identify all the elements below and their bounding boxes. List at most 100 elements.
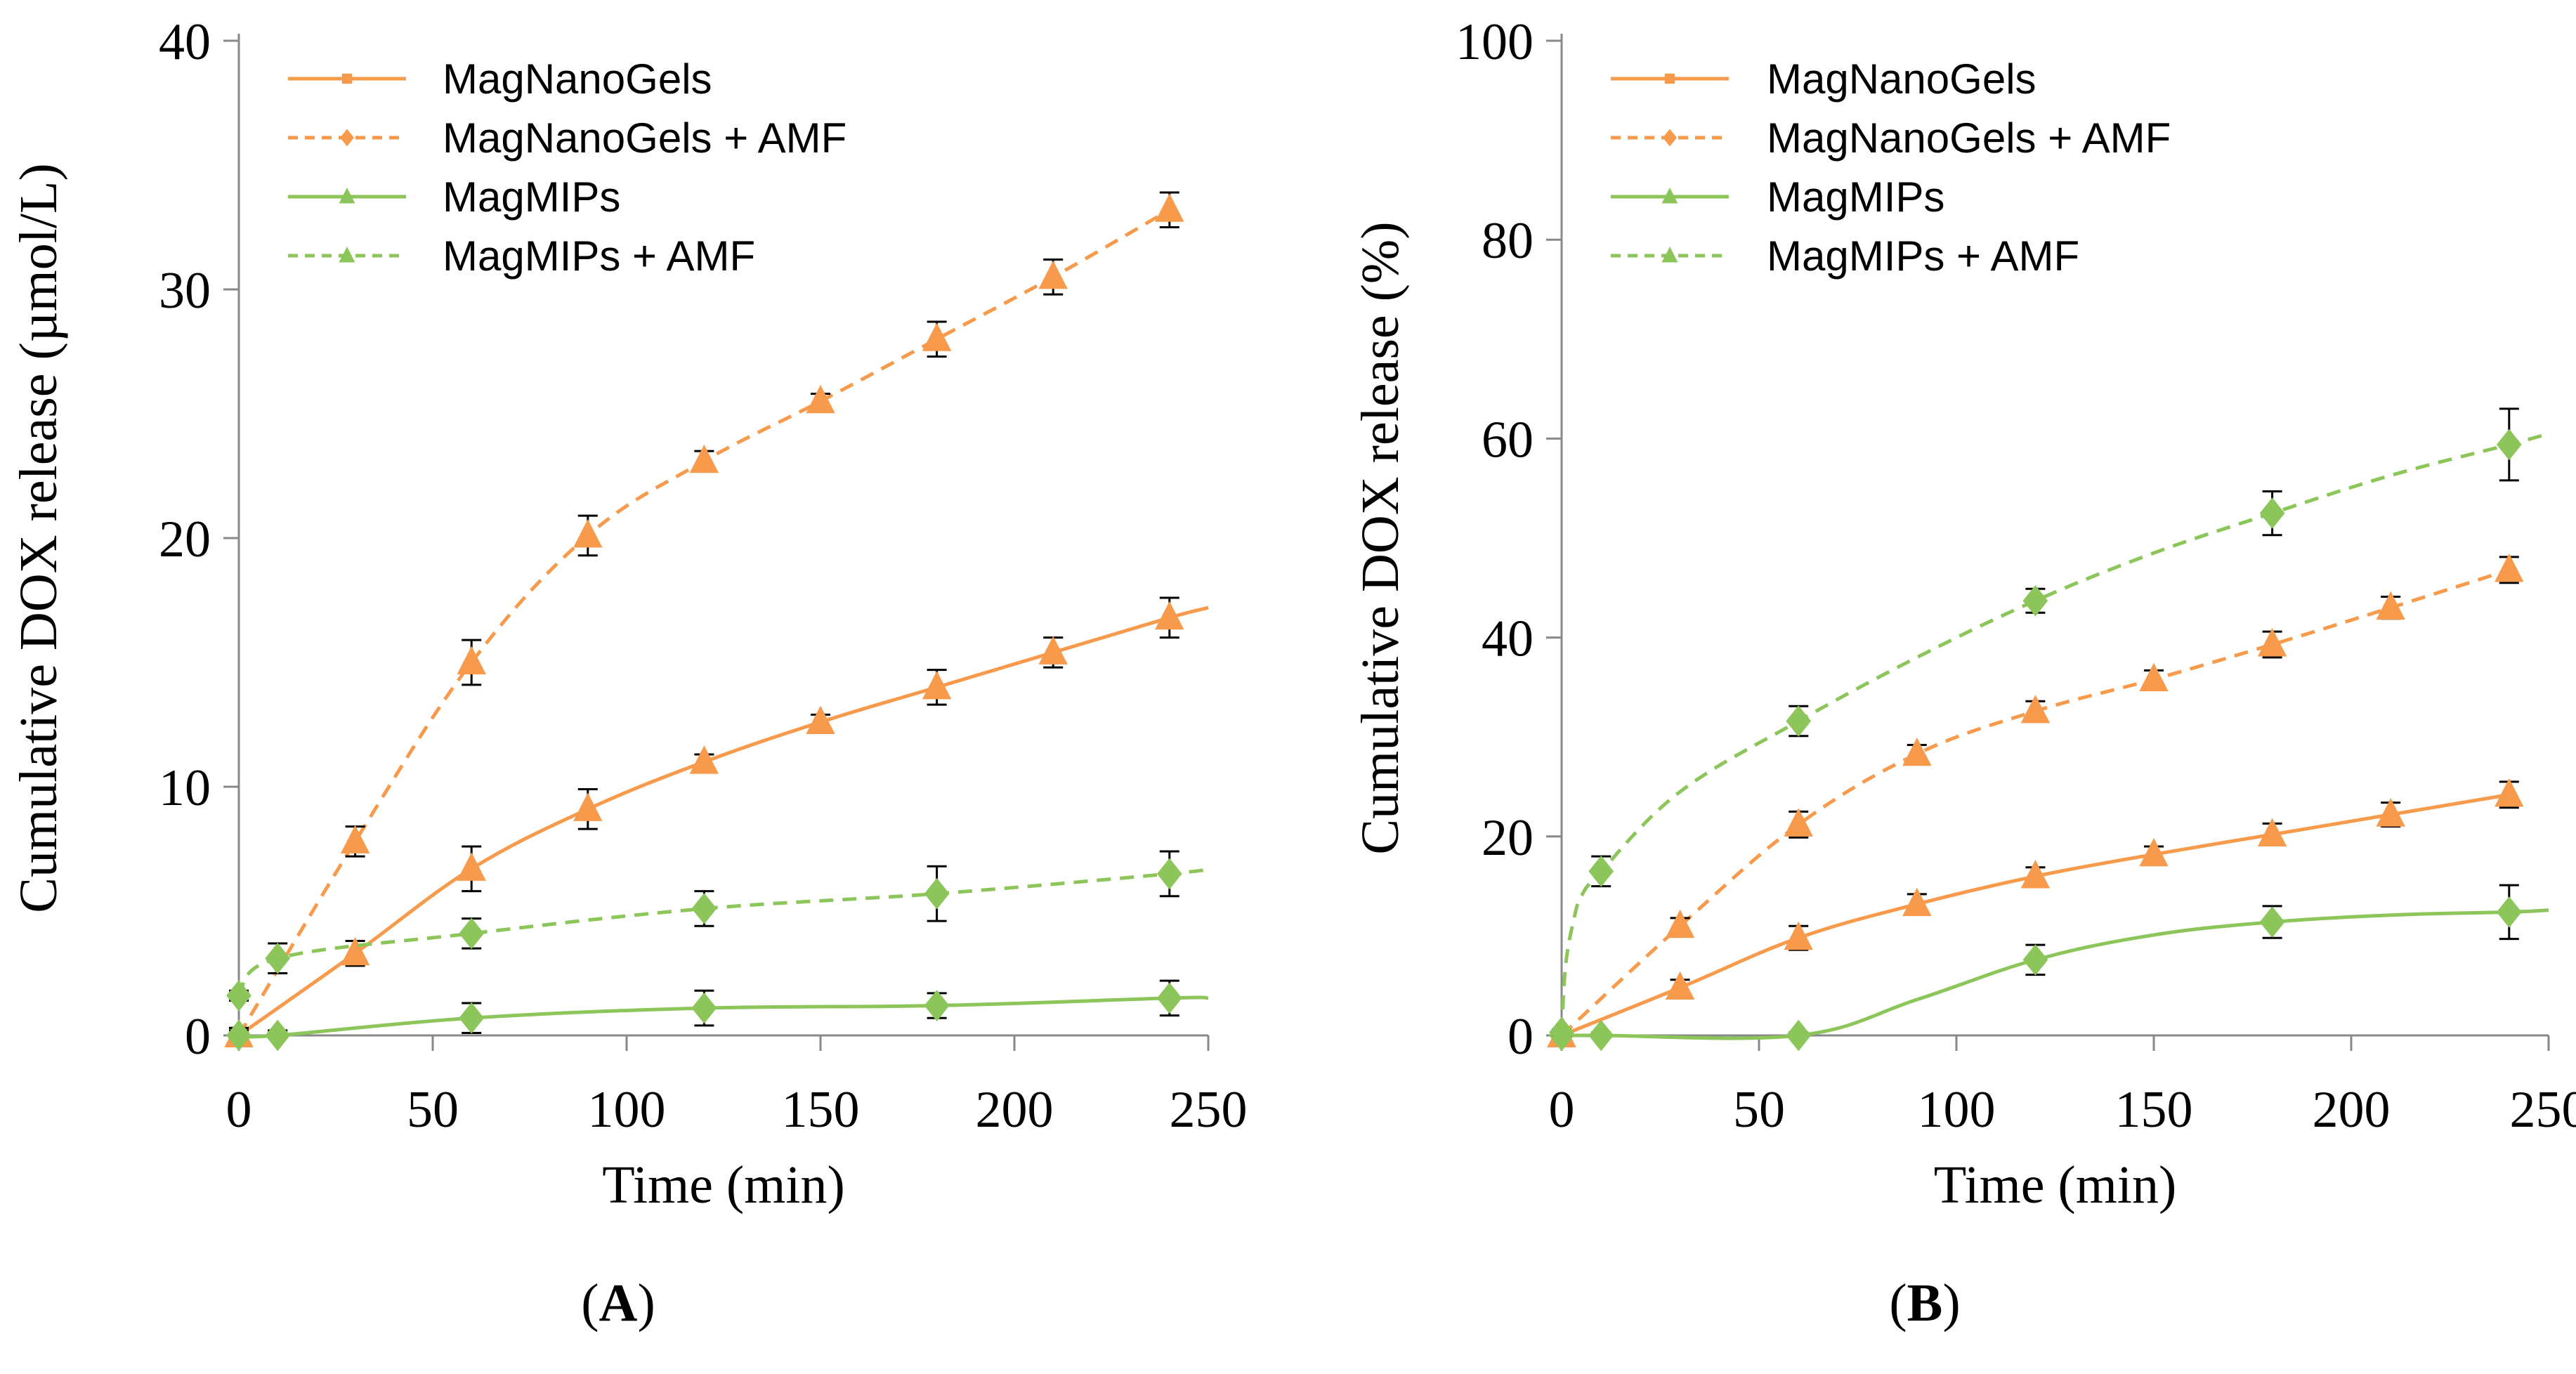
panel-b-series-magnanogels-point [2257,818,2287,846]
panel-a-series-magmips-amf [226,850,1209,1012]
panel-b-series-magmips-amf-point [2496,428,2522,461]
panel-a-x-tick-label: 150 [782,1081,860,1139]
panel-a-series-magnanogels-amf-point [457,646,486,675]
panel-a-series-magnanogels-point [1155,601,1184,630]
panel-a-series-magmips-amf-point [924,877,950,910]
panel-a-series-magnanogels-point [340,936,370,966]
panel-b-x-tick-label: 250 [2510,1081,2576,1139]
panel-b-series-magnanogels-point [2139,837,2169,867]
panel-a-series-magnanogels-amf-point [340,825,370,853]
panel-a-series-magnanogels-amf-point [689,444,719,473]
panel-a-x-tick-label: 100 [588,1081,666,1139]
panel-a-series-magnanogels-point [922,670,952,700]
panel-a-series-magnanogels [224,596,1209,1048]
panel-b-legend-marker [1661,246,1678,263]
panel-b-series-magmips-amf [1549,407,2549,1049]
panel-a-series-magmips-line [238,995,1209,1039]
panel-a-x-tick-label: 50 [407,1081,459,1139]
panel-b-legend-marker [1663,129,1677,147]
panel-a-legend-entry-magmips-amf: MagMIPs + AMF [288,233,755,280]
panel-b-series-magmips-amf-point [2259,497,2285,529]
panel-b-legend-entry-magnanogels: MagNanoGels [1611,55,2036,103]
panel-b-legend-label: MagNanoGels + AMF [1767,115,2171,162]
panel-a-legend-marker [339,187,355,204]
panel-b-series-magnanogels-amf-point [2257,628,2287,657]
panel-a-series-magmips-amf-point [265,942,291,974]
panel-a-legend-label: MagMIPs [443,174,620,221]
panel-a-series-magmips-point [1156,982,1182,1014]
panel-b-series-magnanogels-point [2376,798,2405,827]
panel-a-series-magmips-amf-point [691,893,717,924]
panel-a-series-magnanogels-point [689,745,719,774]
panel-b-legend-entry-magmips-amf: MagMIPs + AMF [1611,233,2079,280]
panel-b-chart: 0 20 40 60 80 100 0 50 100 150 200 250 Time (min) Cum… [1351,13,2576,1333]
panel-a-x-tick-label: 250 [1170,1081,1248,1139]
panel-a-legend-entry-magnanogels: MagNanoGels [288,55,712,103]
panel-a-y-tick-label: 10 [159,759,211,817]
panel-a-series-magmips-amf-point [226,980,251,1012]
panel-b-y-tick-label: 60 [1482,411,1534,469]
panel-a-label: (A) [581,1274,655,1333]
panel-b-legend-marker [1664,73,1675,84]
panel-a-series-magnanogels-amf [224,191,1184,1048]
panel-b-series-magnanogels-amf-point [2495,553,2524,582]
panel-a-legend-label: MagNanoGels [443,55,712,103]
panel-b-legend-label: MagMIPs [1767,174,1944,221]
panel-b-series-magnanogels-amf-line [1560,568,2510,1037]
panel-a-series-magmips [226,979,1209,1052]
panel-b-series-magmips-amf-point [1786,705,1812,737]
panel-b-x-tick-label: 50 [1733,1081,1785,1139]
panel-b-series-magmips-point [2022,944,2048,976]
panel-b-series-magnanogels-point [1784,921,1813,950]
panel-b-x-tick-label: 150 [2115,1081,2193,1139]
panel-b-series-magnanogels-amf-point [1784,808,1813,837]
panel-a-series-magmips-amf-point [459,917,485,950]
panel-a-legend-marker [339,246,355,263]
panel-b-y-tick-label: 20 [1482,809,1534,867]
panel-b-y-tick-label: 0 [1508,1008,1534,1066]
panel-a-series-magmips-point [924,990,950,1021]
panel-a-series-magnanogels-amf-point [1155,193,1184,222]
panel-a-series-magnanogels-amf-point [1038,260,1068,289]
panel-b-series-magnanogels-amf-point [2376,591,2405,620]
panel-a-y-tick-label: 0 [185,1008,211,1066]
panel-a-series-magnanogels-amf-point [806,384,835,414]
panel-a-series-magnanogels-point [806,705,835,734]
panel-b-series-magnanogels-point [1665,971,1695,1000]
panel-b-series-magmips-line [1562,908,2549,1040]
panel-a-series-magnanogels-line [237,606,1209,1038]
panel-a-series-magnanogels-point [457,852,486,881]
panel-b-label: (B) [1889,1274,1960,1333]
panel-a-x-tick-label: 200 [976,1081,1054,1139]
panel-b-series-magmips-amf-point [1549,1016,1574,1049]
panel-b-series-magnanogels-point [1902,887,1932,917]
panel-a-legend-entry-magmips: MagMIPs [288,174,620,221]
panel-a-series-magmips-amf-point [1156,858,1182,890]
panel-b-series-magnanogels [1547,778,2524,1048]
panel-a-legend-label: MagNanoGels + AMF [443,115,846,162]
panel-a-y-tick-label: 40 [159,13,211,71]
panel-a-legend-label: MagMIPs + AMF [443,233,755,280]
panel-b-series-magmips-point [2259,906,2285,938]
panel-a-series-magmips-point [226,1019,251,1052]
panel-b-series-magnanogels-amf-point [2139,662,2169,692]
panel-b-series-magnanogels-point [2495,778,2524,807]
panel-b-series-magnanogels-point [2020,860,2051,889]
panel-a-x-axis-title: Time (min) [602,1156,845,1215]
panel-a-legend-entry-magnanogels-amf: MagNanoGels + AMF [288,115,846,162]
panel-b-series-magmips-point [2496,896,2522,928]
panel-b-legend-entry-magnanogels-amf: MagNanoGels + AMF [1611,115,2171,162]
panel-b-series-magmips-amf-point [2022,584,2048,617]
panel-a-x-tick-label: 0 [226,1081,252,1139]
panel-a-legend-marker [340,129,354,147]
panel-a-series-magnanogels-amf-point [573,519,603,548]
panel-a-chart: 0 10 20 30 40 0 50 100 150 200 250 Time (min) Cumula… [9,13,1248,1333]
panel-a-series-magnanogels-amf-point [922,322,952,351]
panel-b-x-tick-label: 100 [1918,1081,1996,1139]
panel-a-legend-marker [341,73,353,84]
panel-b-x-tick-label: 0 [1549,1081,1575,1139]
panel-b-y-tick-label: 100 [1456,13,1534,71]
panel-b-legend-label: MagNanoGels [1767,55,2036,103]
panel-b-y-axis-title: Cumulative DOX release (%) [1351,221,1410,854]
